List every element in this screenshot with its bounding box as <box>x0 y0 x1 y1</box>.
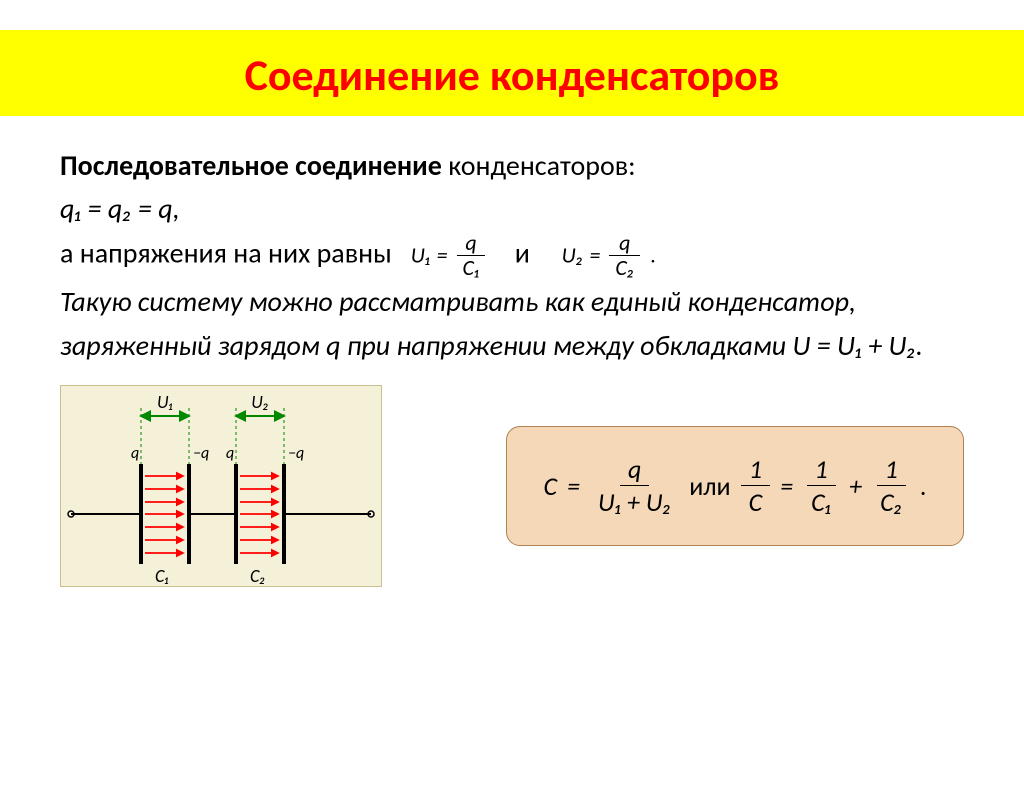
u1-frac: q C₁ <box>457 231 486 280</box>
f2a-den: C₁ <box>803 486 839 517</box>
period: . <box>651 241 657 268</box>
frac-2l: 1 C <box>741 455 771 517</box>
f2b-den: C₂ <box>872 486 910 517</box>
lbl-C1: C₁ <box>155 565 169 586</box>
line4-text: Такую систему можно рассматривать как ед… <box>60 284 923 362</box>
lbl-C2: C₂ <box>250 565 265 586</box>
lbl-q2: q <box>226 444 234 463</box>
eq2: = <box>589 241 605 268</box>
lbl-U2: U₂ <box>251 391 269 413</box>
f1-den: U₁ + U₂ <box>590 486 679 517</box>
title-bar: Соединение конденсаторов <box>0 30 1024 116</box>
line-2: q₁ = q₂ = q, <box>60 187 964 230</box>
line-4: Такую систему можно рассматривать как ед… <box>60 280 964 367</box>
f2l-num: 1 <box>741 455 770 487</box>
lbl-q1: q <box>131 444 139 463</box>
f-plus: + <box>849 470 862 502</box>
u1-lhs: U₁ <box>411 241 431 268</box>
f1-num: q <box>620 455 649 487</box>
diagram-svg: U₁ U₂ q −q q −q C₁ C₂ <box>61 386 381 586</box>
frac-1: q U₁ + U₂ <box>590 455 679 517</box>
line1-bold: Последовательное соединение <box>60 148 442 183</box>
f-eq1: = <box>567 470 580 502</box>
f-or: или <box>689 470 730 502</box>
u2-frac: q C₂ <box>609 231 640 280</box>
series-capacitor-diagram: U₁ U₂ q −q q −q C₁ C₂ <box>60 385 382 587</box>
f2b-num: 1 <box>877 455 906 487</box>
bottom-row: U₁ U₂ q −q q −q C₁ C₂ C = q U₁ + U₂ или <box>0 367 1024 587</box>
lbl-nq2: −q <box>288 444 304 463</box>
u2-den: C₂ <box>609 256 640 280</box>
line-3: а напряжения на них равны U₁ = q C₁ и U₂… <box>60 231 964 280</box>
lbl-U1: U₁ <box>157 391 173 413</box>
f-dot: . <box>920 470 927 502</box>
line-1: Последовательное соединение конденсаторо… <box>60 144 964 187</box>
formula-box: C = q U₁ + U₂ или 1 C = 1 C₁ + 1 <box>506 426 964 546</box>
formula-line: C = q U₁ + U₂ или 1 C = 1 C₁ + 1 <box>543 455 927 517</box>
slide: Соединение конденсаторов Последовательно… <box>0 30 1024 797</box>
f-eq2: = <box>780 470 793 502</box>
line3-a: а напряжения на них равны <box>60 235 392 270</box>
u1-num: q <box>457 231 486 256</box>
f2l-den: C <box>741 486 771 517</box>
line1-rest: конденсаторов: <box>442 148 636 183</box>
f2a-num: 1 <box>807 455 836 487</box>
lbl-nq1: −q <box>193 444 209 463</box>
content: Последовательное соединение конденсаторо… <box>0 116 1024 367</box>
f-C: C <box>543 470 557 502</box>
u1-den: C₁ <box>457 256 486 280</box>
frac-2a: 1 C₁ <box>803 455 839 517</box>
line3-and: и <box>515 235 530 270</box>
slide-title: Соединение конденсаторов <box>0 48 1024 102</box>
u2-num: q <box>609 231 640 256</box>
frac-2b: 1 C₂ <box>872 455 910 517</box>
u2-lhs: U₂ <box>562 241 584 268</box>
eq1: = <box>437 241 453 268</box>
